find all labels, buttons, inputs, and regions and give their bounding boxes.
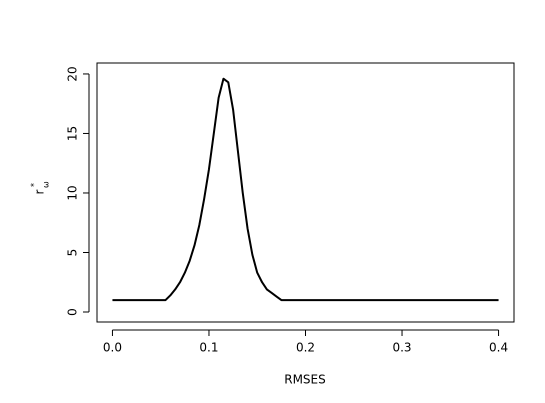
line-series: [112, 77, 499, 302]
x-tick-label: 0.1: [199, 341, 218, 355]
y-axis-label-sub: ω: [42, 181, 51, 188]
y-tick-label: 10: [66, 185, 80, 200]
y-tick-label: 5: [66, 249, 80, 257]
y-axis-label-base: r: [33, 189, 47, 194]
y-axis-label: r * ω: [30, 181, 51, 194]
y-tick-label: 0: [66, 308, 80, 316]
x-tick-label: 0.4: [489, 341, 508, 355]
y-tick-label: 20: [66, 66, 80, 81]
x-tick-label: 0.3: [392, 341, 411, 355]
x-tick-label: 0.0: [103, 341, 122, 355]
y-tick-label: 15: [66, 126, 80, 141]
x-axis-label: RMSES: [284, 373, 326, 387]
plot-box: [96, 62, 515, 323]
y-axis-label-sup: *: [30, 183, 39, 187]
x-tick-label: 0.2: [296, 341, 315, 355]
